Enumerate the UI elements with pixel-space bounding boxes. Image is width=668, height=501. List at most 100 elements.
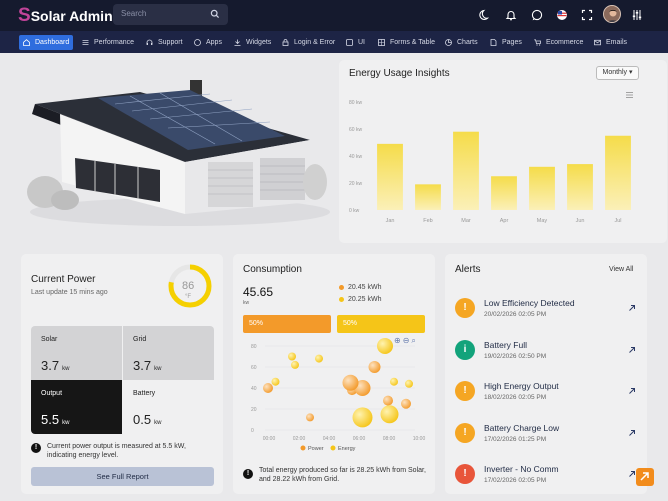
list-icon <box>82 39 89 46</box>
settings-sliders-icon[interactable] <box>631 9 643 21</box>
scatter-point <box>315 354 323 363</box>
scatter-point <box>271 377 280 386</box>
alert-item[interactable]: ! Low Efficiency Detected 20/02/2026 02:05… <box>445 294 647 330</box>
logo-letter: S <box>18 5 31 26</box>
nav-charts[interactable]: Charts <box>441 35 482 50</box>
card-title: Consumption <box>243 264 302 275</box>
scatter-point <box>390 377 398 386</box>
alert-item[interactable]: ! Battery Charge Low 17/02/2026 01:25 PM <box>445 419 647 455</box>
zoom-controls[interactable]: ⊕⊖⌕ <box>394 336 418 346</box>
nav-login-error[interactable]: Login & Error <box>278 35 339 50</box>
search-input[interactable]: Search <box>113 4 228 25</box>
nav-apps[interactable]: Apps <box>190 35 226 50</box>
stat-label: Solar <box>41 336 58 343</box>
chat-icon[interactable] <box>531 9 543 21</box>
scatter-point <box>288 352 296 361</box>
scroll-top-button[interactable] <box>636 468 654 486</box>
energy-legend-dot <box>339 297 344 302</box>
solar-house-illustration <box>27 80 330 226</box>
nav-widgets[interactable]: Widgets <box>230 35 275 50</box>
arrow-up-right-icon[interactable] <box>628 387 636 395</box>
scatter-point <box>377 338 393 354</box>
consumption-scatter-chart: 0 20 40 60 80 00:00 02:00 04:00 06:00 08:00 10:00 P… <box>251 338 425 452</box>
zoom-in-icon[interactable]: ⊕ <box>394 336 403 345</box>
zoom-out-icon[interactable]: ⊖ <box>402 336 412 345</box>
current-power-card: Current Power Last update 15 mins ago 86… <box>21 254 223 494</box>
legend-label: Power <box>308 446 324 452</box>
x-tick-label: Jul <box>614 218 621 224</box>
scatter-point <box>405 379 413 388</box>
stat-value: 3.7 kw <box>133 358 161 373</box>
alert-date: 17/02/2026 01:25 PM <box>484 435 547 443</box>
x-tick-label: Jun <box>576 218 585 224</box>
alert-date: 19/02/2026 02:50 PM <box>484 352 547 360</box>
app-title: Solar Admin <box>30 8 113 24</box>
period-dropdown[interactable]: Monthly ▾ <box>596 66 639 80</box>
see-full-report-button[interactable]: See Full Report <box>31 467 214 486</box>
x-tick-label: Jan <box>386 218 395 224</box>
nav-pages[interactable]: Pages <box>486 35 526 50</box>
scatter-point <box>306 413 314 422</box>
scatter-point <box>342 374 359 391</box>
alert-item[interactable]: ! Inverter - No Comm 17/02/2026 02:05 PM <box>445 460 647 496</box>
info-icon: ! <box>31 443 41 453</box>
arrow-up-right-icon[interactable] <box>628 304 636 312</box>
fullscreen-icon[interactable] <box>581 9 593 21</box>
alert-item[interactable]: i Battery Full 19/02/2026 02:50 PM <box>445 336 647 372</box>
nav-dashboard[interactable]: Dashboard <box>19 35 74 50</box>
y-tick-label: 20 <box>251 407 257 413</box>
legend-marker <box>330 445 336 451</box>
chart-icon <box>445 39 452 46</box>
moon-icon[interactable] <box>479 9 491 21</box>
nav-label: Ecommerce <box>546 39 584 46</box>
warning-icon: ! <box>455 298 475 318</box>
power-legend-dot <box>339 285 344 290</box>
consumption-value: 45.65 <box>243 285 274 299</box>
stat-unit: kw <box>62 420 70 426</box>
nav-label: Widgets <box>246 39 272 46</box>
power-kwh: 20.45 kWh <box>348 284 382 291</box>
alert-item[interactable]: ! High Energy Output 18/02/2026 02:05 PM <box>445 377 647 413</box>
energy-bar-chart: 0 kw 20 kw 40 kw 60 kw 80 kw Jan Feb Mar Apr May J… <box>349 100 631 224</box>
stat-number: 5.5 <box>41 412 60 427</box>
app-logo[interactable]: S Solar Admin <box>18 6 113 26</box>
power-progress-bar: 50% <box>243 315 331 333</box>
stat-value: 5.5 kw <box>41 412 69 427</box>
nav-forms-table[interactable]: Forms & Table <box>374 35 439 50</box>
chart-menu-icon[interactable] <box>626 92 633 98</box>
cart-icon <box>534 39 542 46</box>
stat-unit: kw <box>62 366 70 372</box>
alerts-card: Alerts View All ! Low Efficiency Detected… <box>445 254 647 494</box>
gauge-unit: °F <box>185 294 192 300</box>
arrow-up-right-icon[interactable] <box>628 470 636 478</box>
x-tick-label: May <box>537 218 548 224</box>
nav-performance[interactable]: Performance <box>78 35 138 50</box>
flag-icon[interactable] <box>556 9 568 21</box>
nav-ecommerce[interactable]: Ecommerce <box>530 35 587 50</box>
stat-value: 0.5 kw <box>133 412 161 427</box>
view-all-link[interactable]: View All <box>609 266 634 273</box>
avatar[interactable] <box>603 5 621 23</box>
nav-emails[interactable]: Emails <box>590 35 631 50</box>
scatter-point <box>354 380 371 396</box>
stat-label: Output <box>41 390 63 397</box>
search-icon[interactable] <box>210 9 220 19</box>
scatter-point <box>352 407 373 428</box>
info-icon: i <box>455 339 475 360</box>
energy-usage-card: Energy Usage Insights Monthly ▾ 0 kw 20 k… <box>339 60 667 243</box>
alert-date: 17/02/2026 02:05 PM <box>484 477 547 484</box>
power-note: Current power output is measured at 5.5 … <box>47 443 186 459</box>
legend-label: Energy <box>338 446 356 452</box>
alert-title: Battery Full <box>484 339 527 350</box>
arrow-up-right-icon[interactable] <box>628 429 636 437</box>
y-tick-label: 20 kw <box>349 181 362 187</box>
warning-icon: ! <box>455 381 475 401</box>
nav-ui[interactable]: UI <box>342 35 369 50</box>
arrow-up-right-icon[interactable] <box>628 346 636 354</box>
arrow-icon <box>640 472 649 481</box>
nav-support[interactable]: Support <box>142 35 187 50</box>
nav-label: Charts <box>457 39 478 46</box>
info-icon: ! <box>243 469 253 479</box>
bell-icon[interactable] <box>505 9 517 21</box>
zoom-search-icon[interactable]: ⌕ <box>411 336 418 345</box>
